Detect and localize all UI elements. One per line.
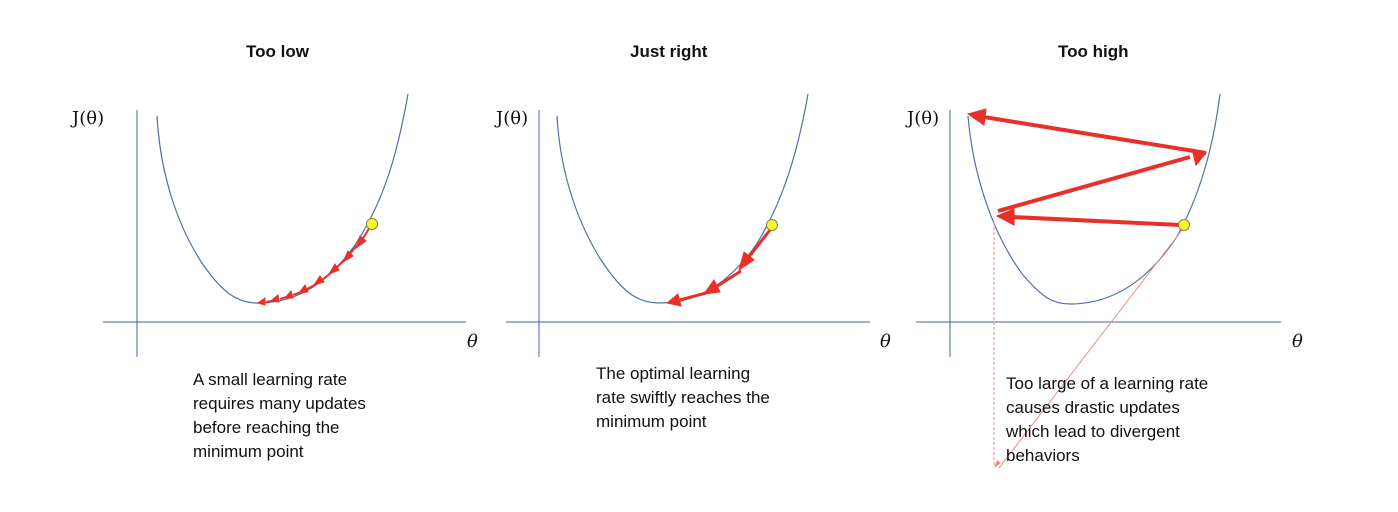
panel-too-high: Too high J(θ) θ Too large of a learning … [898, 0, 1398, 512]
panel-just-right: Just right J(θ) θ The optimal learning r… [466, 0, 898, 512]
y-axis-label: J(θ) [905, 108, 939, 129]
panel-title: Too low [246, 42, 309, 61]
cost-plot-just-right: J(θ) θ [494, 93, 891, 357]
x-axis-label: θ [1292, 331, 1303, 352]
cost-curve [156, 93, 409, 304]
y-axis-label: J(θ) [70, 108, 104, 129]
update-steps [966, 108, 1207, 227]
caption: The optimal learning rate swiftly reache… [596, 364, 770, 431]
x-axis-label: θ [467, 331, 478, 352]
start-point [366, 218, 378, 230]
update-steps [256, 226, 371, 306]
caption: Too large of a learning rate causes dras… [1006, 374, 1209, 465]
cost-curve [967, 93, 1221, 305]
caption: A small learning rate requires many upda… [193, 370, 366, 461]
panel-too-low: Too low J(θ) θ A small learning rate req… [0, 0, 478, 512]
cost-plot-too-low: J(θ) θ [70, 93, 478, 357]
start-point [766, 219, 778, 231]
panel-title: Too high [1058, 42, 1129, 61]
panel-title: Just right [630, 42, 708, 61]
x-axis-label: θ [880, 331, 891, 352]
y-axis-label: J(θ) [494, 108, 528, 129]
cost-plot-too-high: J(θ) θ [905, 93, 1303, 469]
cost-curve [556, 93, 809, 304]
callout-arrowhead [994, 460, 1001, 468]
update-steps [665, 229, 772, 307]
callout-line [998, 229, 1183, 469]
start-point [1178, 219, 1190, 231]
